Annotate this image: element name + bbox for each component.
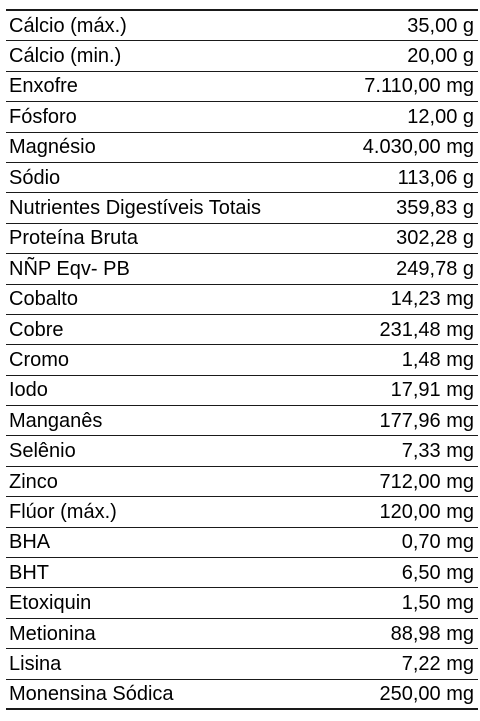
table-row: Cálcio (máx.) 35,00 g xyxy=(6,11,478,42)
table-row: Flúor (máx.) 120,00 mg xyxy=(6,497,478,528)
nutrient-value: 712,00 mg xyxy=(379,470,474,493)
nutrient-name: Sódio xyxy=(9,166,61,189)
nutrient-value: 1,48 mg xyxy=(401,348,474,371)
nutrient-name: Nutrientes Digestíveis Totais xyxy=(9,197,261,220)
nutrient-name: Cobalto xyxy=(9,288,78,311)
table-row: BHA 0,70 mg xyxy=(6,528,478,559)
table-row: Iodo 17,91 mg xyxy=(6,376,478,407)
nutrient-name: Monensina Sódica xyxy=(9,682,174,705)
nutrient-value: 0,70 mg xyxy=(401,531,474,554)
nutrient-value: 177,96 mg xyxy=(379,409,474,432)
table-row: Selênio 7,33 mg xyxy=(6,436,478,467)
nutrient-value: 88,98 mg xyxy=(390,622,474,645)
nutrient-value: 359,83 g xyxy=(396,197,474,220)
nutrient-value: 4.030,00 mg xyxy=(362,136,474,159)
nutrient-value: 302,28 g xyxy=(396,227,474,250)
table-row: Cálcio (min.) 20,00 g xyxy=(6,41,478,72)
table-row: Magnésio 4.030,00 mg xyxy=(6,133,478,163)
nutrient-value: 249,78 g xyxy=(396,257,474,280)
nutrient-value: 17,91 mg xyxy=(390,379,474,402)
nutrient-name: Proteína Bruta xyxy=(9,227,138,250)
nutrient-value: 35,00 g xyxy=(407,14,474,37)
nutrient-name: Selênio xyxy=(9,440,76,463)
nutrient-value: 20,00 g xyxy=(407,45,474,68)
table-row: BHT 6,50 mg xyxy=(6,558,478,589)
nutrient-name: BHT xyxy=(9,561,49,584)
nutrient-name: Cálcio (máx.) xyxy=(9,14,127,37)
nutrient-value: 250,00 mg xyxy=(379,682,474,705)
nutrient-value: 14,23 mg xyxy=(390,288,474,311)
nutrient-name: Metionina xyxy=(9,622,96,645)
nutrient-value: 6,50 mg xyxy=(401,561,474,584)
nutrient-name: Fósforo xyxy=(9,105,77,128)
nutrient-name: NÑP Eqv- PB xyxy=(9,257,130,280)
nutrient-value: 12,00 g xyxy=(407,105,474,128)
table-row: Cobalto 14,23 mg xyxy=(6,285,478,315)
nutrient-value: 7,33 mg xyxy=(401,440,474,463)
nutrient-name: Magnésio xyxy=(9,136,96,159)
nutrition-table: Cálcio (máx.) 35,00 g Cálcio (min.) 20,00 g… xyxy=(6,9,478,710)
table-row: Cobre 231,48 mg xyxy=(6,315,478,346)
nutrient-value: 7.110,00 mg xyxy=(364,75,474,98)
table-row: Proteína Bruta 302,28 g xyxy=(6,224,478,255)
nutrient-value: 120,00 mg xyxy=(379,500,474,523)
table-row: Monensina Sódica 250,00 mg xyxy=(6,680,478,710)
table-row: NÑP Eqv- PB 249,78 g xyxy=(6,254,478,285)
nutrient-name: BHA xyxy=(9,531,51,554)
table-row: Enxofre 7.110,00 mg xyxy=(6,72,478,103)
nutrient-name: Etoxiquin xyxy=(9,592,92,615)
table-row: Zinco 712,00 mg xyxy=(6,467,478,498)
table-row: Nutrientes Digestíveis Totais 359,83 g xyxy=(6,193,478,224)
nutrient-name: Flúor (máx.) xyxy=(9,500,117,523)
nutrient-name: Cromo xyxy=(9,348,70,371)
nutrient-name: Manganês xyxy=(9,409,103,432)
table-row: Metionina 88,98 mg xyxy=(6,619,478,650)
nutrient-value: 231,48 mg xyxy=(379,318,474,341)
table-row: Etoxiquin 1,50 mg xyxy=(6,588,478,619)
nutrient-name: Iodo xyxy=(9,379,48,402)
table-row: Sódio 113,06 g xyxy=(6,163,478,194)
nutrient-value: 7,22 mg xyxy=(401,652,474,675)
table-row: Fósforo 12,00 g xyxy=(6,102,478,133)
table-row: Cromo 1,48 mg xyxy=(6,345,478,376)
nutrient-value: 113,06 g xyxy=(397,166,474,189)
nutrient-name: Cálcio (min.) xyxy=(9,45,122,68)
nutrient-value: 1,50 mg xyxy=(401,592,474,615)
nutrient-name: Lisina xyxy=(9,652,62,675)
nutrient-name: Zinco xyxy=(9,470,58,493)
table-row: Lisina 7,22 mg xyxy=(6,649,478,680)
nutrient-name: Cobre xyxy=(9,318,64,341)
table-row: Manganês 177,96 mg xyxy=(6,406,478,437)
nutrient-name: Enxofre xyxy=(9,75,78,98)
